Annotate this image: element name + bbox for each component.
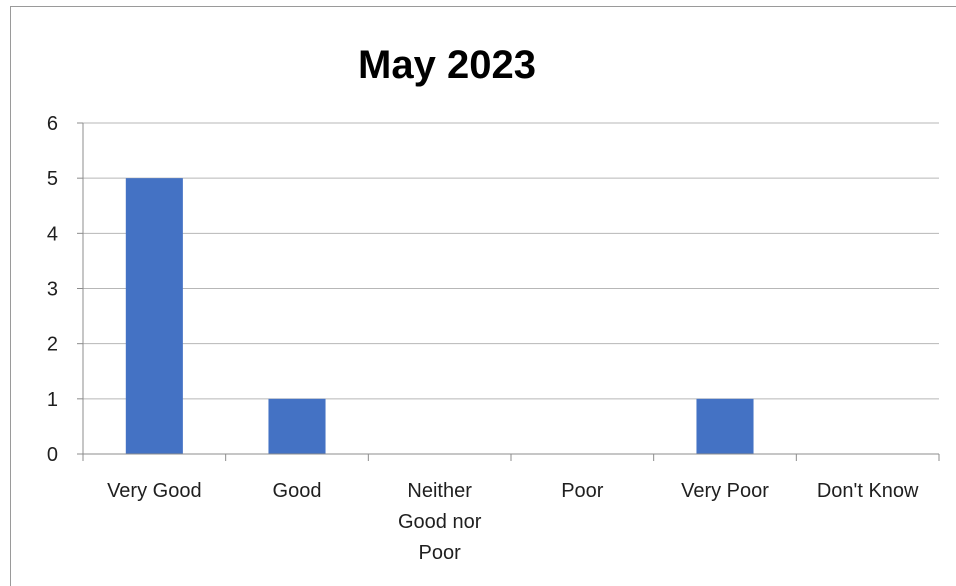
x-tick-label-line: Very Good [107, 480, 202, 502]
chart-title: May 2023 [358, 43, 536, 87]
x-tick-label-line: Good nor [398, 511, 482, 533]
x-tick-label-line: Neither [407, 480, 472, 502]
y-tick-label: 1 [47, 389, 58, 411]
x-tick-label-line: Good [273, 480, 322, 502]
bar-very-poor [696, 398, 754, 454]
x-tick-label-line: Poor [561, 480, 604, 502]
y-tick-label: 3 [47, 279, 58, 301]
x-tick-label-line: Very Poor [681, 480, 769, 502]
x-tick-label: Don't Know [817, 480, 919, 502]
chart-frame [10, 6, 956, 586]
x-tick-label: Poor [561, 480, 604, 502]
bar-very-good [125, 178, 183, 454]
x-tick-label-line: Don't Know [817, 480, 919, 502]
x-tick-label: Very Good [107, 480, 202, 502]
y-tick-label: 4 [47, 223, 58, 245]
x-tick-label: Neither Good nor Poor [398, 480, 482, 564]
y-tick-label: 5 [47, 168, 58, 190]
bar-good [268, 398, 326, 454]
y-tick-label: 0 [47, 444, 58, 466]
x-tick-label: Good [273, 480, 322, 502]
x-axis-tick-labels: Very Good Good Neither Good nor Poor Poor Very… [107, 480, 919, 564]
y-axis-tick-labels: 0 1 2 3 4 5 6 [47, 113, 83, 466]
bars [125, 178, 754, 454]
gridlines [83, 122, 939, 400]
y-tick-label: 2 [47, 334, 58, 356]
y-tick-label: 6 [47, 113, 58, 135]
x-tick-label: Very Poor [681, 480, 769, 502]
x-axis [82, 123, 940, 461]
x-tick-label-line: Poor [419, 542, 462, 564]
